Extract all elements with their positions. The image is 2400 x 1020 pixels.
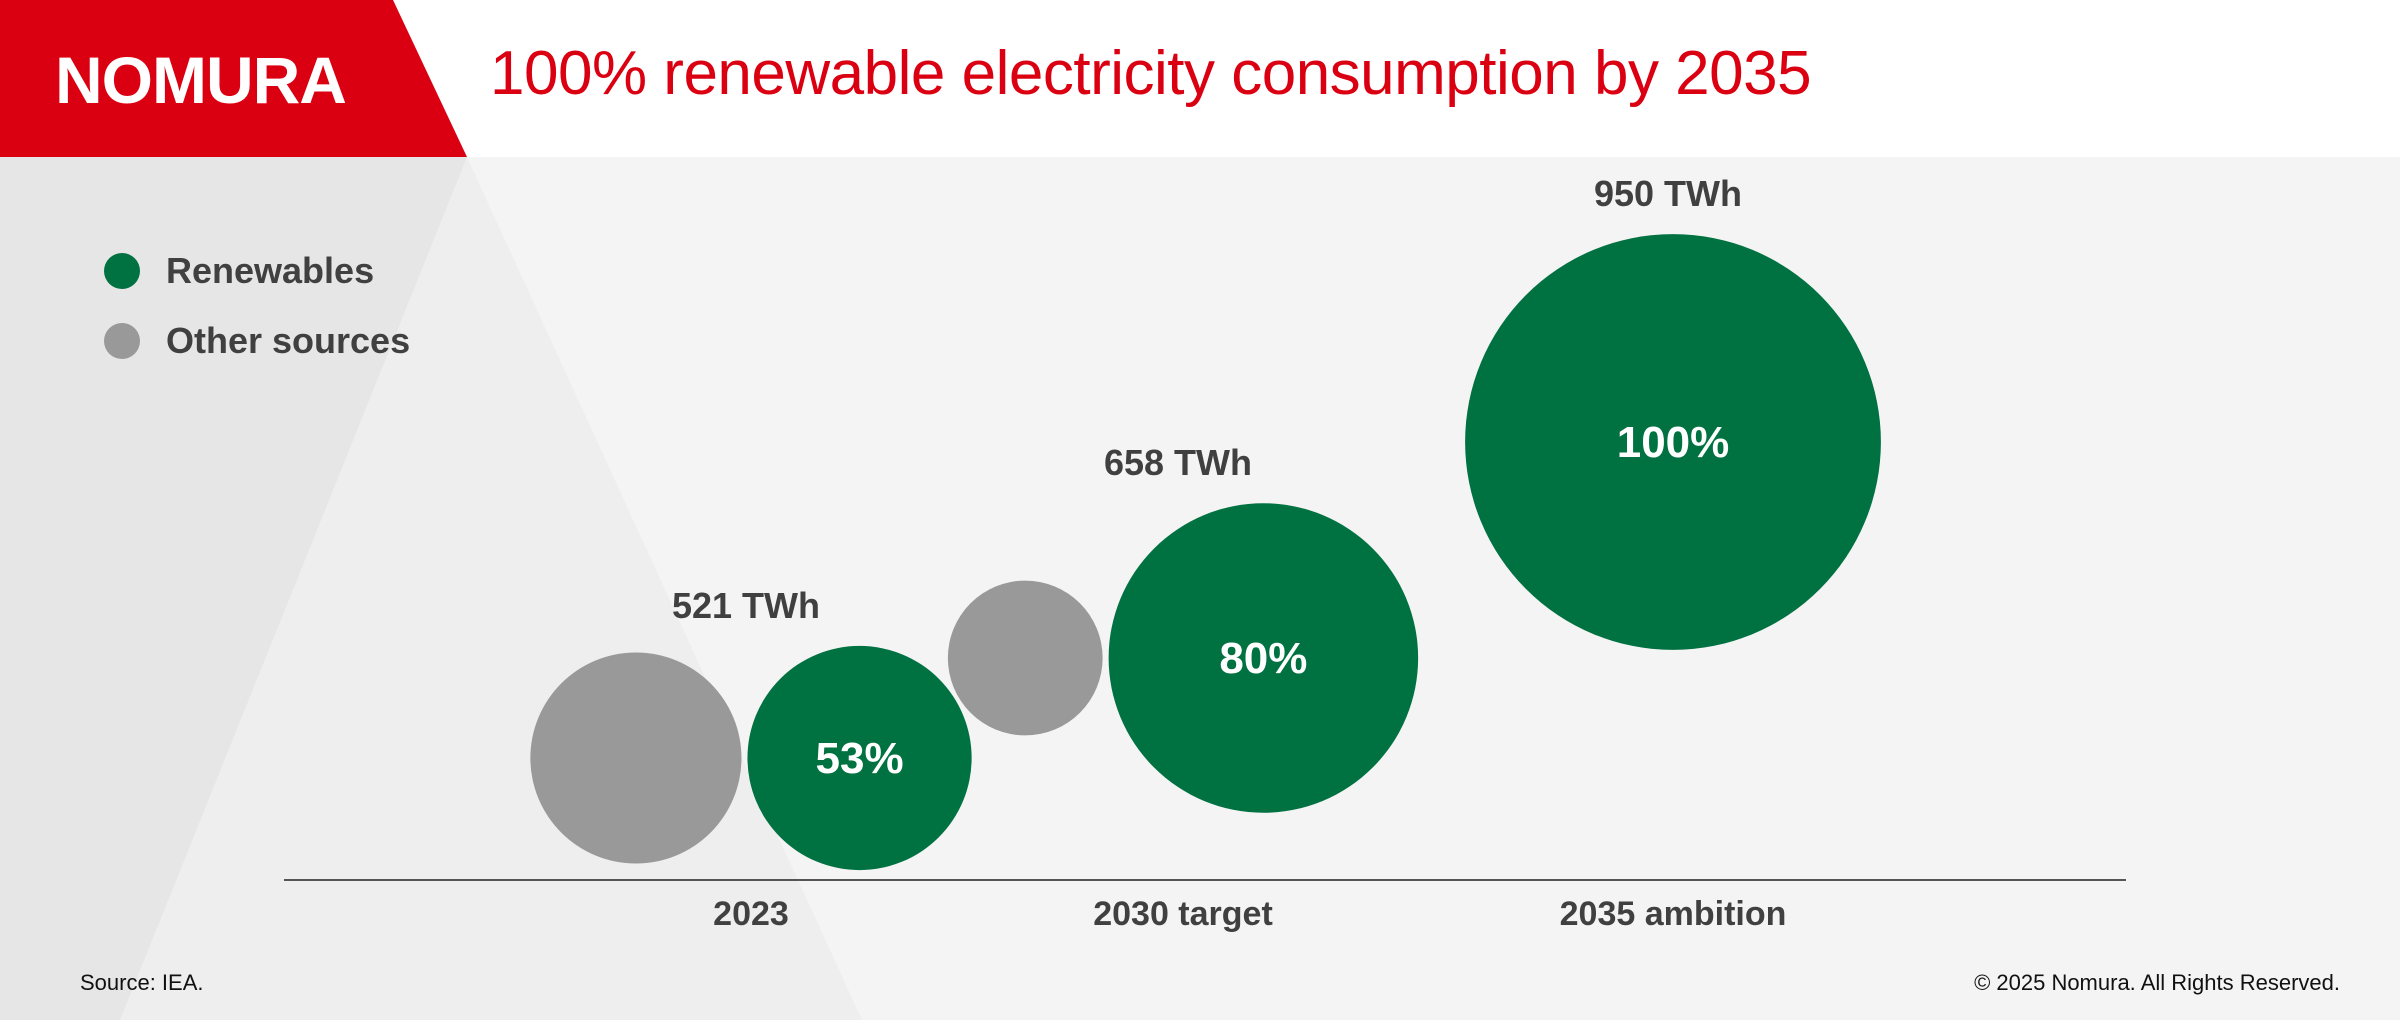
x-tick-label: 2035 ambition	[1560, 895, 1787, 933]
source-note: Source: IEA.	[80, 970, 204, 995]
renewables-pct-label: 80%	[1219, 634, 1307, 683]
brand-band	[0, 0, 467, 157]
other-sources-bubble	[947, 580, 1103, 736]
renewables-swatch-icon	[104, 253, 140, 289]
renewables-pct-label: 53%	[816, 734, 904, 783]
total-twh-label: 521 TWh	[672, 585, 820, 626]
x-tick-label: 2030 target	[1093, 895, 1273, 933]
renewables-pct-label: 100%	[1617, 418, 1730, 467]
legend: Renewables Other sources	[104, 248, 410, 388]
total-twh-label: 658 TWh	[1104, 442, 1252, 483]
legend-label: Other sources	[166, 320, 411, 361]
other-sources-bubble	[530, 652, 742, 864]
chart-title: 100% renewable electricity consumption b…	[490, 39, 1812, 108]
legend-item-other: Other sources	[104, 318, 410, 364]
legend-item-renewables: Renewables	[104, 248, 410, 294]
renewables-bubble	[1465, 234, 1881, 650]
renewables-bubble	[747, 645, 972, 871]
legend-label: Renewables	[166, 250, 375, 291]
x-tick-label: 2023	[713, 895, 789, 933]
other-swatch-icon	[104, 323, 140, 359]
nomura-logo: NOMURA	[55, 43, 347, 117]
renewables-bubble	[1108, 503, 1419, 813]
total-twh-label: 950 TWh	[1594, 173, 1742, 214]
copyright: © 2025 Nomura. All Rights Reserved.	[1974, 970, 2340, 995]
